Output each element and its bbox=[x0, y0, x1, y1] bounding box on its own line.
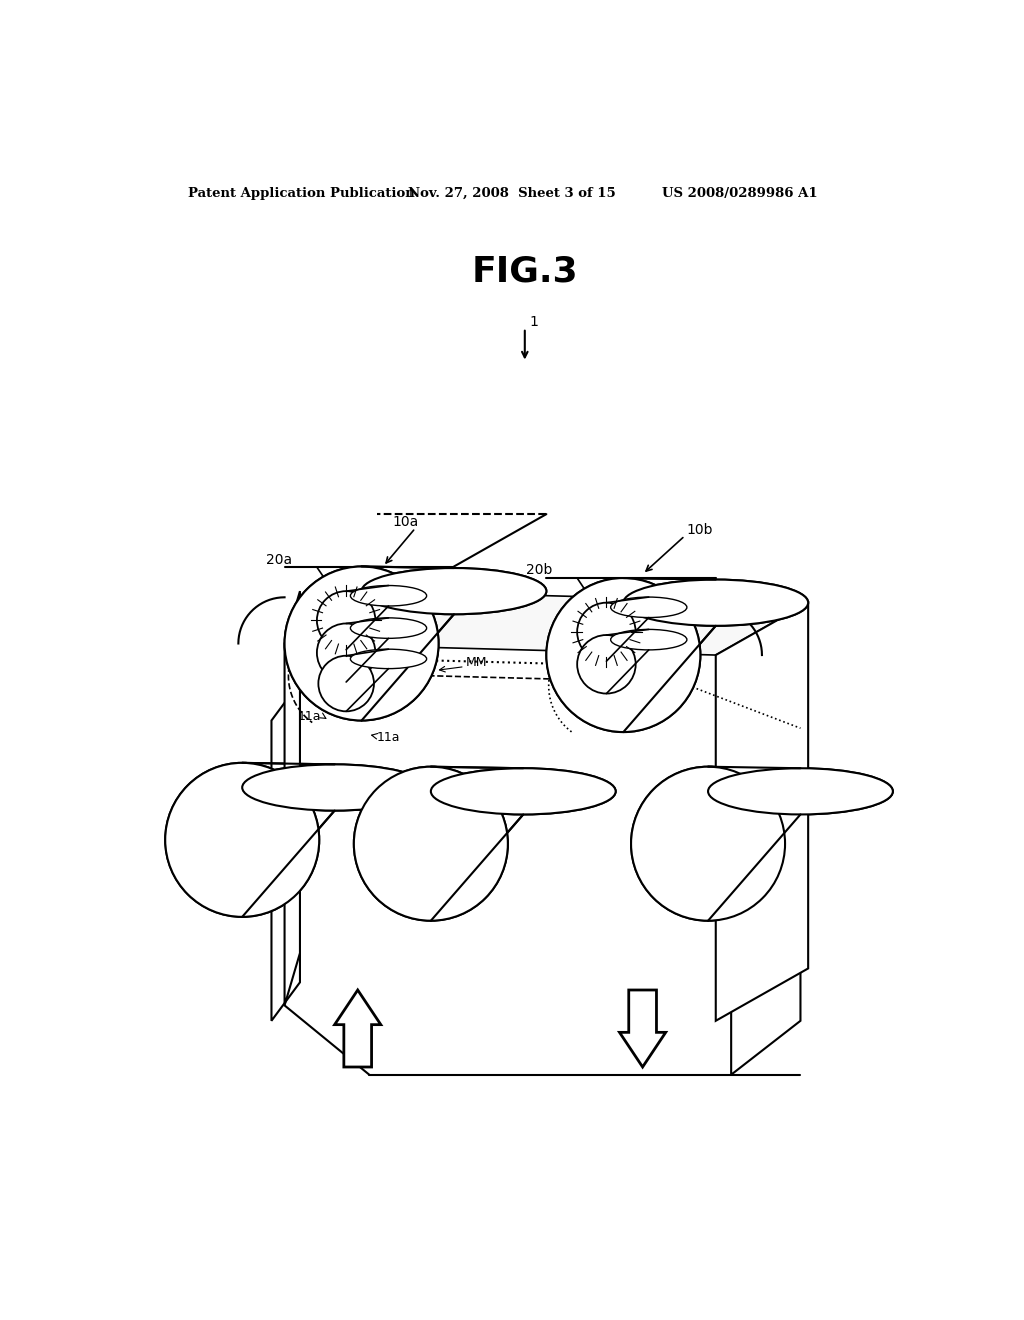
Circle shape bbox=[316, 623, 376, 682]
Ellipse shape bbox=[708, 768, 893, 814]
Circle shape bbox=[318, 656, 374, 711]
Circle shape bbox=[578, 635, 636, 693]
Ellipse shape bbox=[243, 764, 427, 810]
Circle shape bbox=[316, 591, 376, 649]
Text: 11b: 11b bbox=[614, 714, 638, 727]
Circle shape bbox=[316, 623, 376, 682]
Polygon shape bbox=[716, 603, 808, 1020]
Circle shape bbox=[578, 603, 636, 661]
Ellipse shape bbox=[610, 597, 687, 618]
Circle shape bbox=[547, 578, 700, 733]
Text: 20b: 20b bbox=[526, 564, 553, 577]
Text: 21a: 21a bbox=[385, 610, 409, 623]
Text: 10b: 10b bbox=[686, 523, 713, 536]
Polygon shape bbox=[620, 990, 666, 1067]
Ellipse shape bbox=[431, 768, 615, 814]
Text: Patent Application Publication: Patent Application Publication bbox=[188, 187, 415, 199]
Text: 1: 1 bbox=[529, 314, 539, 329]
Text: MM: MM bbox=[468, 622, 489, 635]
Polygon shape bbox=[271, 682, 300, 1020]
Ellipse shape bbox=[431, 768, 615, 814]
Circle shape bbox=[165, 763, 319, 917]
Text: PM: PM bbox=[221, 825, 242, 840]
Text: 21a: 21a bbox=[311, 681, 335, 694]
Ellipse shape bbox=[350, 586, 427, 606]
Ellipse shape bbox=[610, 630, 687, 649]
Text: 11a: 11a bbox=[377, 731, 400, 744]
Circle shape bbox=[165, 763, 319, 917]
Polygon shape bbox=[285, 591, 808, 655]
Ellipse shape bbox=[350, 618, 427, 639]
Ellipse shape bbox=[243, 764, 427, 810]
Circle shape bbox=[354, 767, 508, 921]
Ellipse shape bbox=[350, 586, 427, 606]
Ellipse shape bbox=[624, 579, 808, 626]
Circle shape bbox=[354, 767, 508, 921]
Circle shape bbox=[318, 656, 374, 711]
Text: 11a: 11a bbox=[298, 710, 322, 723]
Circle shape bbox=[285, 566, 438, 721]
Ellipse shape bbox=[350, 618, 427, 639]
Text: 20a: 20a bbox=[266, 553, 292, 568]
Text: 21b: 21b bbox=[645, 622, 669, 635]
Ellipse shape bbox=[350, 649, 427, 669]
Text: US 2008/0289986 A1: US 2008/0289986 A1 bbox=[662, 187, 817, 199]
Text: Nov. 27, 2008  Sheet 3 of 15: Nov. 27, 2008 Sheet 3 of 15 bbox=[408, 187, 615, 199]
Circle shape bbox=[316, 591, 376, 649]
Circle shape bbox=[578, 635, 636, 693]
Circle shape bbox=[631, 767, 785, 921]
Text: 10a: 10a bbox=[392, 515, 419, 529]
Ellipse shape bbox=[610, 630, 687, 649]
Ellipse shape bbox=[624, 579, 808, 626]
Circle shape bbox=[631, 767, 785, 921]
Text: FIG.3: FIG.3 bbox=[471, 255, 579, 289]
Polygon shape bbox=[335, 990, 381, 1067]
Text: MM: MM bbox=[739, 733, 761, 746]
Circle shape bbox=[285, 566, 438, 721]
Polygon shape bbox=[285, 591, 300, 1006]
Ellipse shape bbox=[361, 568, 547, 614]
Ellipse shape bbox=[350, 649, 427, 669]
Circle shape bbox=[547, 578, 700, 733]
Ellipse shape bbox=[708, 768, 893, 814]
Text: MM: MM bbox=[466, 656, 487, 669]
Circle shape bbox=[578, 603, 636, 661]
Ellipse shape bbox=[610, 597, 687, 618]
Polygon shape bbox=[731, 713, 801, 1074]
Ellipse shape bbox=[361, 568, 547, 614]
